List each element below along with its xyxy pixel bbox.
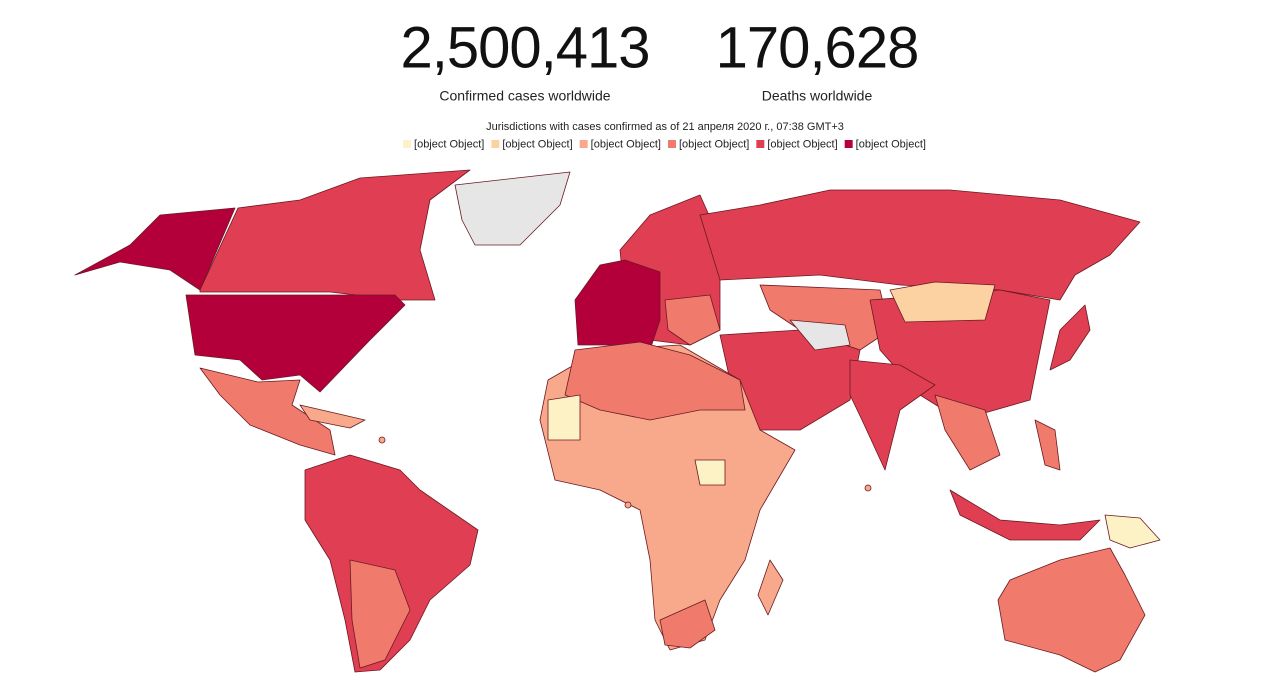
island [378, 436, 386, 444]
caption: Jurisdictions with cases confirmed as of… [486, 121, 844, 133]
western-europe [574, 259, 661, 351]
south-america [304, 454, 479, 673]
island [864, 484, 872, 492]
cases-label: Confirmed cases worldwide [439, 88, 610, 104]
alaska [74, 207, 236, 291]
russia [699, 189, 1141, 301]
mexico [199, 367, 336, 456]
india [849, 359, 936, 471]
indonesia [949, 489, 1101, 541]
mongolia [889, 281, 996, 323]
usa [185, 294, 406, 393]
legend-label: [object Object] [414, 138, 484, 150]
balkans [664, 294, 721, 346]
legend-label: [object Object] [502, 138, 572, 150]
island [624, 501, 632, 509]
legend-label: [object Object] [591, 138, 661, 150]
legend: [object Object] [object Object] [object Ob… [403, 138, 926, 150]
legend-swatch [579, 140, 588, 148]
cases-count: 2,500,413 [400, 15, 649, 80]
papua [1104, 514, 1161, 549]
legend-swatch [491, 140, 500, 148]
west-sahara [547, 394, 581, 441]
legend-label: [object Object] [679, 138, 749, 150]
southeast-asia [934, 394, 1001, 471]
canada [199, 169, 471, 301]
legend-swatch [403, 140, 412, 148]
north-africa [564, 341, 746, 421]
deaths-label: Deaths worldwide [762, 88, 873, 104]
legend-swatch [844, 140, 853, 148]
deaths-count: 170,628 [716, 15, 919, 80]
caribbean [299, 404, 366, 429]
greenland [454, 171, 571, 246]
south-america-mid [349, 559, 411, 669]
japan [1049, 304, 1091, 371]
philippines [1034, 419, 1061, 471]
madagascar [757, 559, 784, 616]
legend-swatch [668, 140, 676, 148]
south-sudan [694, 459, 726, 486]
legend-label: [object Object] [856, 138, 926, 150]
world-map [74, 169, 1161, 673]
legend-label: [object Object] [767, 138, 837, 150]
australia [997, 547, 1146, 673]
legend-swatch [756, 140, 765, 148]
africa [539, 344, 796, 651]
afghanistan [789, 319, 851, 351]
south-africa [659, 599, 716, 649]
